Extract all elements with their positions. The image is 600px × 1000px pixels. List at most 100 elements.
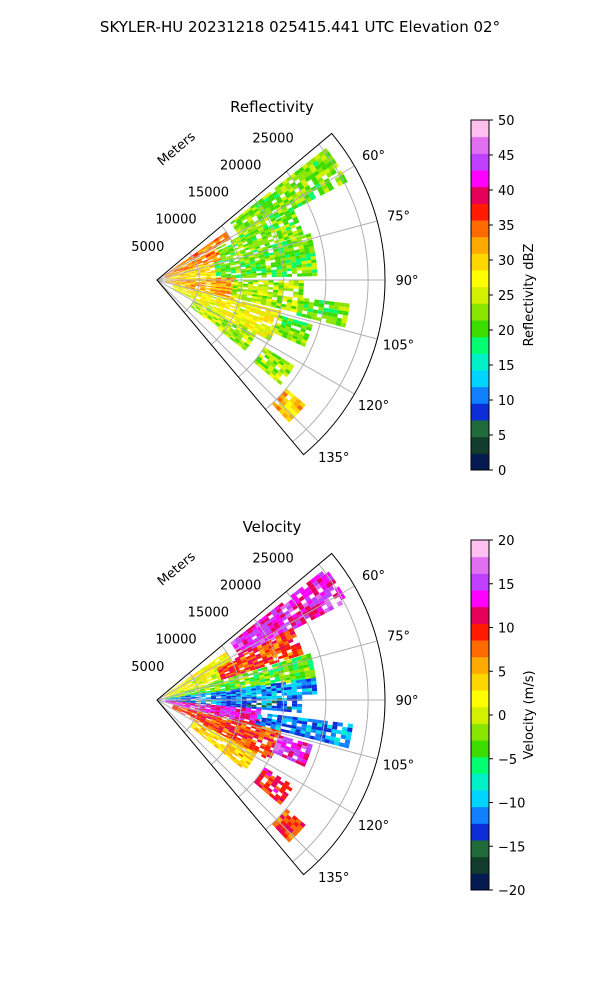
echo-cell bbox=[190, 271, 196, 274]
echo-cell bbox=[219, 712, 225, 715]
echo-cell bbox=[199, 299, 205, 303]
echo-cell bbox=[225, 284, 232, 287]
echo-cell bbox=[302, 660, 309, 666]
echo-cell bbox=[230, 673, 237, 678]
echo-cell bbox=[199, 269, 206, 272]
echo-cell bbox=[272, 714, 278, 718]
echo-cell bbox=[214, 722, 220, 726]
echo-cell bbox=[251, 700, 257, 703]
echo-cell bbox=[226, 701, 232, 704]
echo-cell bbox=[300, 761, 307, 767]
echo-cell bbox=[270, 217, 277, 223]
echo-cell bbox=[165, 698, 171, 700]
echo-cell bbox=[289, 190, 296, 196]
echo-cell bbox=[331, 316, 338, 322]
echo-cell bbox=[188, 674, 194, 679]
echo-cell bbox=[187, 683, 193, 687]
echo-cell bbox=[185, 274, 191, 277]
echo-cell bbox=[308, 163, 315, 170]
echo-cell bbox=[238, 677, 245, 681]
echo-cell bbox=[213, 735, 219, 740]
echo-cell bbox=[327, 575, 334, 582]
echo-cell bbox=[299, 733, 306, 738]
echo-cell bbox=[234, 636, 240, 642]
echo-cell bbox=[204, 710, 210, 713]
echo-cell bbox=[238, 643, 245, 649]
echo-cell bbox=[317, 177, 324, 184]
echo-cell bbox=[312, 580, 320, 587]
echo-cell bbox=[193, 253, 199, 258]
echo-cell bbox=[206, 296, 212, 300]
colorbar-segment bbox=[471, 573, 489, 591]
echo-cell bbox=[251, 704, 257, 707]
echo-cell bbox=[223, 234, 230, 239]
echo-cell bbox=[290, 201, 297, 207]
echo-cell bbox=[254, 665, 261, 670]
echo-cell bbox=[258, 659, 264, 664]
echo-cell bbox=[175, 276, 181, 278]
echo-cell bbox=[306, 266, 313, 271]
echo-region bbox=[271, 808, 306, 843]
echo-cell bbox=[176, 264, 182, 268]
echo-cell bbox=[170, 702, 176, 704]
echo-cell bbox=[314, 154, 321, 161]
echo-cell bbox=[175, 277, 181, 279]
echo-cell bbox=[215, 692, 221, 695]
echo-cell bbox=[261, 270, 267, 274]
echo-cell bbox=[307, 308, 314, 313]
echo-cell bbox=[170, 702, 176, 705]
echo-cell bbox=[277, 610, 284, 617]
echo-cell bbox=[265, 629, 272, 635]
echo-cell bbox=[280, 635, 287, 641]
echo-cell bbox=[250, 305, 257, 310]
echo-cell bbox=[293, 332, 300, 337]
echo-cell bbox=[207, 293, 213, 297]
echo-cell bbox=[254, 243, 260, 248]
echo-cell bbox=[232, 243, 238, 248]
echo-cell bbox=[264, 258, 271, 262]
echo-cell bbox=[329, 301, 335, 306]
echo-cell bbox=[292, 243, 299, 248]
echo-cell bbox=[215, 286, 221, 289]
echo-cell bbox=[274, 777, 280, 784]
echo-cell bbox=[210, 709, 216, 712]
echo-cell bbox=[201, 295, 207, 298]
echo-cell bbox=[281, 230, 288, 236]
echo-cell bbox=[172, 705, 178, 708]
echo-cell bbox=[236, 239, 242, 244]
echo-cell bbox=[224, 724, 231, 729]
echo-cell bbox=[307, 239, 314, 244]
echo-cell bbox=[171, 707, 177, 711]
colorbar-segment bbox=[471, 270, 489, 288]
echo-cell bbox=[180, 700, 186, 702]
echo-cell bbox=[261, 202, 268, 208]
echo-cell bbox=[276, 300, 282, 304]
echo-cell bbox=[223, 319, 229, 324]
echo-cell bbox=[248, 220, 255, 225]
echo-cell bbox=[217, 729, 223, 734]
echo-cell bbox=[226, 281, 232, 284]
echo-cell bbox=[273, 239, 280, 244]
echo-cell bbox=[277, 190, 284, 197]
echo-cell bbox=[223, 669, 230, 673]
echo-cell bbox=[274, 185, 281, 191]
echo-cell bbox=[261, 268, 267, 271]
echo-cell bbox=[276, 708, 282, 712]
echo-cell bbox=[185, 283, 191, 285]
echo-cell bbox=[247, 735, 254, 740]
echo-cell bbox=[256, 708, 262, 712]
echo-cell bbox=[291, 213, 297, 219]
echo-cell bbox=[301, 685, 307, 689]
echo-cell bbox=[298, 245, 304, 250]
echo-cell bbox=[255, 203, 262, 209]
echo-cell bbox=[256, 714, 263, 718]
echo-cell bbox=[211, 308, 218, 313]
echo-cell bbox=[278, 602, 285, 608]
echo-cell bbox=[200, 280, 206, 282]
echo-cell bbox=[274, 253, 280, 258]
echo-cell bbox=[302, 755, 309, 761]
echo-cell bbox=[283, 285, 289, 289]
echo-cell bbox=[259, 361, 265, 367]
echo-cell bbox=[192, 681, 197, 684]
echo-cell bbox=[302, 321, 308, 327]
